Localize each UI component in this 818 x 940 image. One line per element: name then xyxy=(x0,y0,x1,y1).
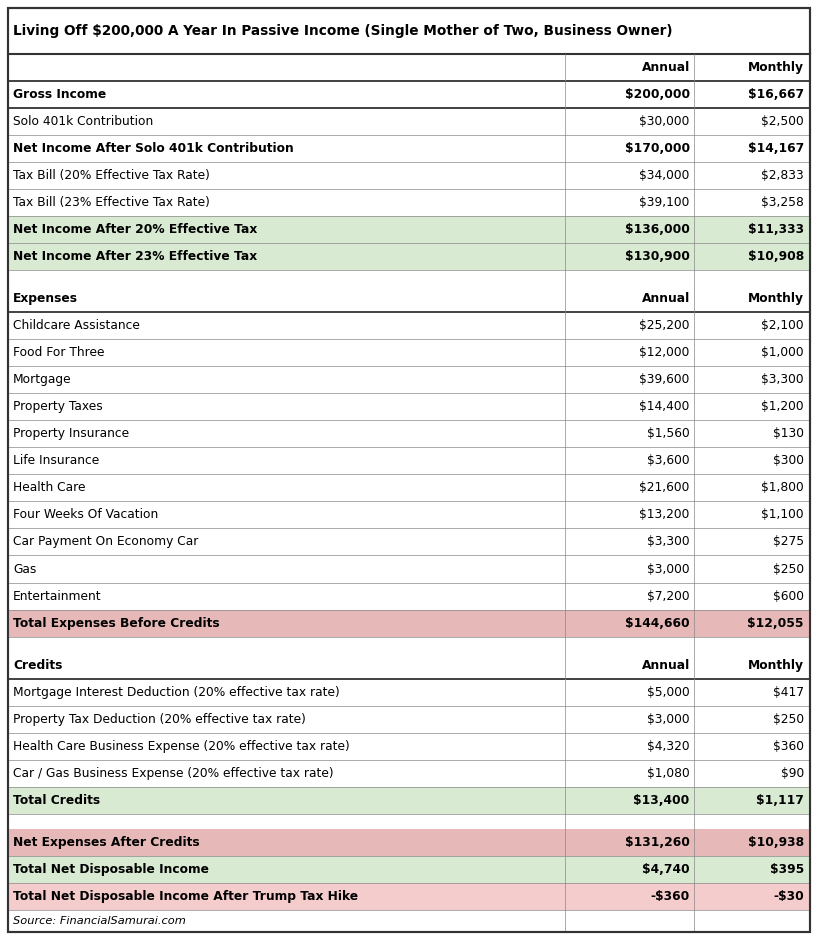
Text: $30,000: $30,000 xyxy=(640,115,690,128)
Text: Annual: Annual xyxy=(641,292,690,306)
Text: $417: $417 xyxy=(773,685,804,698)
Text: $600: $600 xyxy=(773,589,804,603)
Text: $39,100: $39,100 xyxy=(640,196,690,209)
Text: Net Expenses After Credits: Net Expenses After Credits xyxy=(13,836,200,849)
Text: Tax Bill (23% Effective Tax Rate): Tax Bill (23% Effective Tax Rate) xyxy=(13,196,210,209)
Text: Four Weeks Of Vacation: Four Weeks Of Vacation xyxy=(13,509,158,522)
Text: $144,660: $144,660 xyxy=(625,617,690,630)
Bar xyxy=(8,787,810,814)
Text: $5,000: $5,000 xyxy=(647,685,690,698)
Text: Property Taxes: Property Taxes xyxy=(13,400,103,414)
Text: Total Net Disposable Income After Trump Tax Hike: Total Net Disposable Income After Trump … xyxy=(13,890,358,903)
Text: $300: $300 xyxy=(773,454,804,467)
Bar xyxy=(8,829,810,856)
Text: $275: $275 xyxy=(773,536,804,548)
Text: Expenses: Expenses xyxy=(13,292,78,306)
Text: $34,000: $34,000 xyxy=(640,169,690,182)
Text: $3,258: $3,258 xyxy=(761,196,804,209)
Text: Credits: Credits xyxy=(13,659,62,672)
Text: $200,000: $200,000 xyxy=(625,88,690,101)
Text: Monthly: Monthly xyxy=(748,61,804,74)
Text: $4,320: $4,320 xyxy=(647,740,690,753)
Text: $1,100: $1,100 xyxy=(762,509,804,522)
Text: Total Net Disposable Income: Total Net Disposable Income xyxy=(13,863,209,876)
Text: Gross Income: Gross Income xyxy=(13,88,106,101)
Text: Total Credits: Total Credits xyxy=(13,793,100,807)
Text: $3,000: $3,000 xyxy=(647,562,690,575)
Text: $1,560: $1,560 xyxy=(647,428,690,441)
Text: $3,300: $3,300 xyxy=(647,536,690,548)
Bar xyxy=(8,856,810,883)
Text: $250: $250 xyxy=(773,713,804,726)
Text: $4,740: $4,740 xyxy=(642,863,690,876)
Bar xyxy=(8,609,810,636)
Text: Entertainment: Entertainment xyxy=(13,589,101,603)
Text: $2,833: $2,833 xyxy=(762,169,804,182)
Text: $130: $130 xyxy=(773,428,804,441)
Text: $3,600: $3,600 xyxy=(647,454,690,467)
Text: Mortgage Interest Deduction (20% effective tax rate): Mortgage Interest Deduction (20% effecti… xyxy=(13,685,339,698)
Text: Source: FinancialSamurai.com: Source: FinancialSamurai.com xyxy=(13,916,186,926)
Text: Gas: Gas xyxy=(13,562,36,575)
Text: Net Income After Solo 401k Contribution: Net Income After Solo 401k Contribution xyxy=(13,142,294,155)
Text: Annual: Annual xyxy=(641,61,690,74)
Text: $1,080: $1,080 xyxy=(647,767,690,780)
Text: Childcare Assistance: Childcare Assistance xyxy=(13,320,140,333)
Text: Net Income After 20% Effective Tax: Net Income After 20% Effective Tax xyxy=(13,223,257,236)
Text: $11,333: $11,333 xyxy=(748,223,804,236)
Text: $14,167: $14,167 xyxy=(748,142,804,155)
Text: $10,908: $10,908 xyxy=(748,250,804,263)
Text: $170,000: $170,000 xyxy=(625,142,690,155)
Text: $12,055: $12,055 xyxy=(748,617,804,630)
Text: $131,260: $131,260 xyxy=(625,836,690,849)
Text: $21,600: $21,600 xyxy=(640,481,690,494)
Text: $12,000: $12,000 xyxy=(640,346,690,359)
Text: $16,667: $16,667 xyxy=(748,88,804,101)
Text: -$360: -$360 xyxy=(650,890,690,903)
Text: $250: $250 xyxy=(773,562,804,575)
Text: $10,938: $10,938 xyxy=(748,836,804,849)
Text: $1,000: $1,000 xyxy=(762,346,804,359)
Text: $39,600: $39,600 xyxy=(640,373,690,386)
Text: Monthly: Monthly xyxy=(748,659,804,672)
Text: Total Expenses Before Credits: Total Expenses Before Credits xyxy=(13,617,219,630)
Bar xyxy=(8,243,810,270)
Text: Car / Gas Business Expense (20% effective tax rate): Car / Gas Business Expense (20% effectiv… xyxy=(13,767,334,780)
Text: Health Care Business Expense (20% effective tax rate): Health Care Business Expense (20% effect… xyxy=(13,740,350,753)
Text: Net Income After 23% Effective Tax: Net Income After 23% Effective Tax xyxy=(13,250,257,263)
Text: Annual: Annual xyxy=(641,659,690,672)
Text: $2,100: $2,100 xyxy=(762,320,804,333)
Text: Tax Bill (20% Effective Tax Rate): Tax Bill (20% Effective Tax Rate) xyxy=(13,169,210,182)
Text: $7,200: $7,200 xyxy=(647,589,690,603)
Text: Health Care: Health Care xyxy=(13,481,86,494)
Text: Living Off $200,000 A Year In Passive Income (Single Mother of Two, Business Own: Living Off $200,000 A Year In Passive In… xyxy=(13,24,672,38)
Text: Property Insurance: Property Insurance xyxy=(13,428,129,441)
Text: -$30: -$30 xyxy=(773,890,804,903)
Text: $360: $360 xyxy=(773,740,804,753)
Text: $25,200: $25,200 xyxy=(639,320,690,333)
Text: Monthly: Monthly xyxy=(748,292,804,306)
Text: $1,800: $1,800 xyxy=(762,481,804,494)
Text: $2,500: $2,500 xyxy=(762,115,804,128)
Text: $136,000: $136,000 xyxy=(625,223,690,236)
Bar xyxy=(8,216,810,243)
Text: $14,400: $14,400 xyxy=(640,400,690,414)
Text: $3,300: $3,300 xyxy=(762,373,804,386)
Text: Food For Three: Food For Three xyxy=(13,346,105,359)
Text: $13,400: $13,400 xyxy=(633,793,690,807)
Text: Life Insurance: Life Insurance xyxy=(13,454,99,467)
Text: $90: $90 xyxy=(780,767,804,780)
Text: $395: $395 xyxy=(770,863,804,876)
Text: $130,900: $130,900 xyxy=(625,250,690,263)
Text: $1,200: $1,200 xyxy=(762,400,804,414)
Text: $3,000: $3,000 xyxy=(647,713,690,726)
Bar xyxy=(8,883,810,910)
Text: Solo 401k Contribution: Solo 401k Contribution xyxy=(13,115,153,128)
Text: Property Tax Deduction (20% effective tax rate): Property Tax Deduction (20% effective ta… xyxy=(13,713,306,726)
Text: Mortgage: Mortgage xyxy=(13,373,72,386)
Text: $1,117: $1,117 xyxy=(756,793,804,807)
Text: $13,200: $13,200 xyxy=(640,509,690,522)
Text: Car Payment On Economy Car: Car Payment On Economy Car xyxy=(13,536,199,548)
